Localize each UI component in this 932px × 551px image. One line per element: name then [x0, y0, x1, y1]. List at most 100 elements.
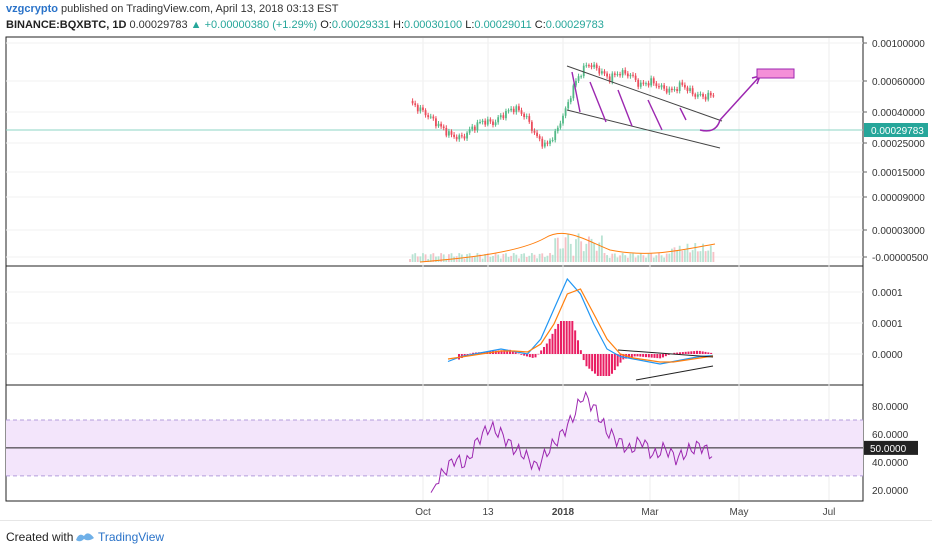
candle-body	[681, 82, 684, 85]
candlesticks	[411, 61, 715, 149]
volume-bar	[663, 257, 666, 262]
volume-bar	[580, 241, 583, 262]
price-tick-label: 0.00025000	[872, 139, 925, 150]
tradingview-brand[interactable]: TradingView	[98, 530, 165, 544]
candle-body	[655, 83, 658, 87]
candle-body	[637, 79, 640, 87]
candle-body	[528, 116, 531, 122]
candle-body	[600, 71, 603, 74]
candle-body	[427, 115, 430, 118]
candle-body	[678, 82, 681, 91]
candle-body	[453, 134, 455, 137]
candle-body	[707, 92, 710, 100]
candle-body	[593, 64, 596, 68]
macd-histogram-bar	[517, 353, 520, 355]
price-tick-label: 0.00015000	[872, 168, 925, 179]
candle-body	[595, 64, 598, 69]
macd-histogram-bar	[698, 350, 701, 354]
volume-bar	[562, 248, 564, 262]
tradingview-logo-icon[interactable]	[74, 528, 96, 544]
rsi-indicator	[430, 390, 713, 493]
candle-body	[497, 117, 500, 123]
volume-bar	[689, 252, 691, 262]
candle-body	[590, 65, 593, 68]
author-name[interactable]: vzgcrypto	[6, 3, 58, 15]
volume-bar	[533, 254, 536, 262]
wedge-arrow-line	[679, 107, 687, 121]
macd-histogram-bar	[523, 354, 526, 356]
annotations	[566, 65, 795, 149]
macd-histogram-bar	[650, 354, 653, 358]
volume-bar	[569, 243, 572, 262]
candle-body	[437, 123, 440, 127]
candle-body	[585, 65, 588, 67]
candle-body	[458, 135, 461, 140]
volume-bar	[652, 257, 655, 262]
macd-indicator	[447, 277, 714, 381]
volume-bar	[626, 257, 629, 262]
volume-bar	[466, 254, 468, 262]
macd-histogram-bar	[696, 350, 698, 354]
volume-bar	[608, 257, 611, 262]
volume-bar	[473, 256, 476, 262]
candle-body	[523, 113, 526, 118]
macd-histogram-bar	[701, 351, 704, 354]
macd-histogram-bar	[656, 354, 659, 359]
y-axis-labels: 0.00100000 0.00060000 0.00040000 0.00025000…	[863, 39, 929, 497]
target-box	[756, 68, 795, 79]
candle-body	[613, 73, 616, 75]
volume-bar	[556, 237, 559, 262]
candle-body	[567, 102, 570, 109]
volume-bar	[590, 238, 593, 262]
volume-bar	[595, 250, 598, 262]
candle-body	[588, 65, 590, 67]
candle-body	[479, 122, 481, 124]
volume-bar	[515, 254, 518, 262]
volume-bar	[709, 245, 712, 262]
candle-body	[510, 108, 513, 111]
candle-body	[507, 110, 510, 112]
candle-body	[699, 94, 702, 96]
candle-body	[533, 130, 536, 133]
macd-histogram-bar	[545, 343, 548, 354]
current-price-label: 0.00029783	[871, 126, 924, 137]
candle-body	[435, 118, 437, 127]
macd-triangle-lower	[635, 365, 714, 381]
volume-bar	[681, 250, 684, 262]
candle-body	[577, 76, 580, 81]
macd-histogram-bar	[647, 354, 650, 358]
candle-body	[460, 135, 463, 137]
candle-body	[419, 107, 422, 112]
volume-bar	[437, 256, 440, 262]
candle-body	[414, 103, 417, 106]
volume-bar	[632, 253, 634, 262]
macd-histogram-bar	[642, 354, 645, 357]
macd-histogram-bar	[514, 352, 517, 354]
candle-body	[634, 75, 637, 80]
candle-body	[608, 76, 611, 82]
volume-bar	[611, 253, 614, 262]
macd-histogram-bar	[613, 354, 616, 371]
volume-bar	[642, 255, 645, 262]
macd-histogram-bar	[628, 354, 630, 358]
volume-bar	[486, 253, 489, 262]
candle-body	[694, 94, 697, 97]
volume-bar	[668, 253, 671, 262]
volume-bar	[497, 254, 500, 262]
rsi-tick-label: 20.0000	[872, 486, 909, 497]
volume-bar	[429, 254, 432, 262]
chart-area[interactable]: 0.00100000 0.00060000 0.00040000 0.00025000…	[0, 0, 932, 520]
x-tick-label: May	[730, 507, 749, 518]
macd-triangle-upper	[617, 349, 714, 358]
macd-histogram-bar	[704, 351, 707, 354]
candle-body	[536, 132, 538, 137]
volume-bar	[650, 253, 653, 262]
candle-body	[673, 89, 676, 91]
macd-panel-frame	[5, 265, 864, 386]
macd-tick-label: 0.0001	[872, 288, 903, 299]
macd-histogram-bar	[540, 350, 543, 354]
macd-histogram-bar	[565, 321, 568, 354]
x-tick-label: 13	[482, 507, 494, 518]
x-tick-label: Mar	[641, 507, 659, 518]
macd-histogram-bar	[568, 321, 571, 354]
